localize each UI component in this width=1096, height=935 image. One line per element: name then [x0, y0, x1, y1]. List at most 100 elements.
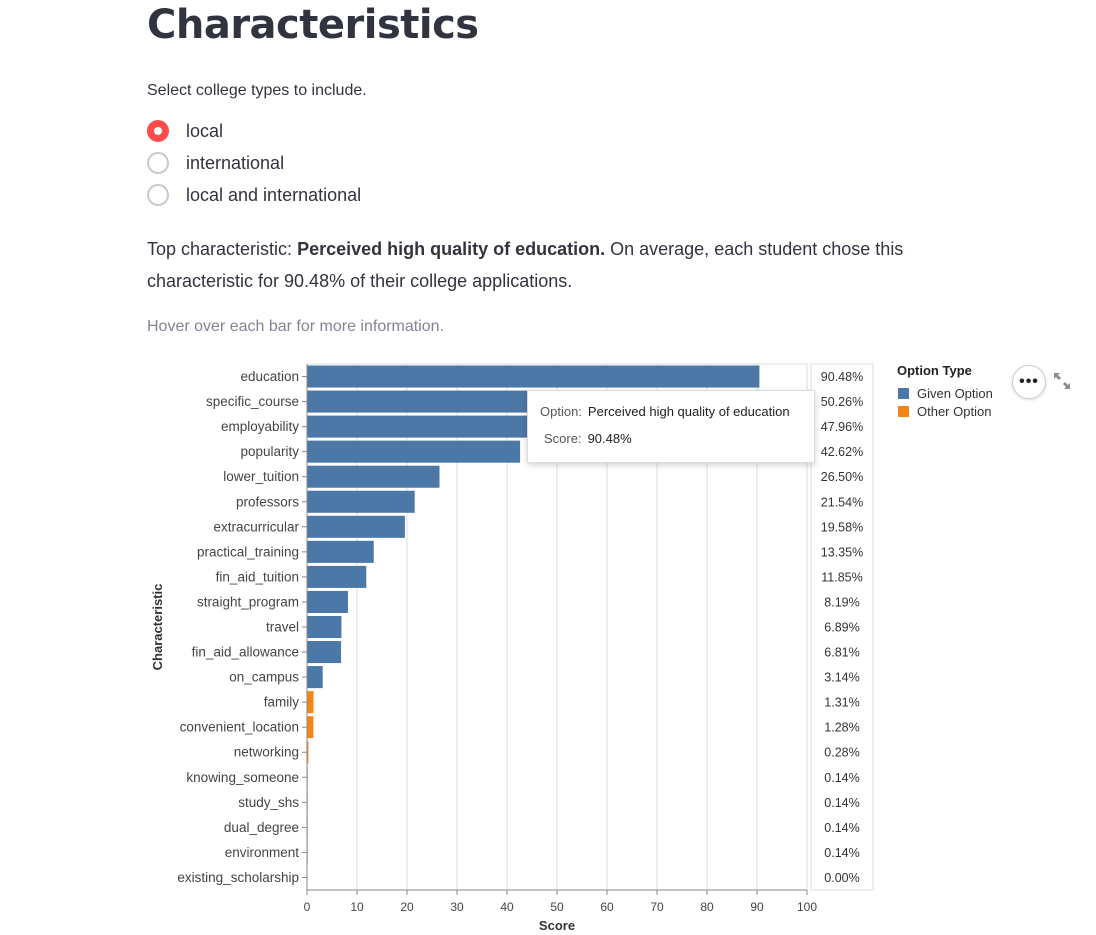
radio-unchecked-icon[interactable] — [147, 184, 169, 206]
bar-employability[interactable] — [307, 415, 547, 438]
value-label: 11.85% — [821, 570, 862, 584]
y-tick-label: fin_aid_allowance — [192, 645, 299, 660]
x-tick-label: 100 — [797, 900, 817, 914]
legend-swatch — [898, 388, 909, 399]
bar-popularity[interactable] — [307, 440, 521, 463]
page-title: Characteristics — [147, 2, 479, 48]
y-tick-label: existing_scholarship — [177, 870, 299, 885]
x-tick-label: 50 — [550, 900, 564, 914]
value-label: 0.14% — [824, 796, 859, 810]
y-tick-label: fin_aid_tuition — [216, 569, 299, 584]
value-label: 42.62% — [821, 445, 863, 459]
y-tick-label: professors — [236, 494, 299, 509]
bar-professors[interactable] — [307, 490, 415, 513]
tooltip-score-row: Score: 90.48% — [544, 431, 632, 446]
value-label: 21.54% — [821, 495, 863, 509]
value-label: 8.19% — [824, 595, 859, 609]
tooltip-score-value: 90.48% — [587, 431, 632, 446]
radio-option-international[interactable]: international — [147, 149, 284, 177]
bar-specific_course[interactable] — [307, 390, 559, 413]
tooltip-score-key: Score: — [544, 431, 582, 446]
value-label: 13.35% — [821, 545, 863, 559]
value-label: 0.28% — [824, 746, 859, 760]
value-label: 0.00% — [824, 871, 859, 885]
legend-item-other-option[interactable]: Other Option — [898, 404, 991, 419]
bar-practical_training[interactable] — [307, 540, 374, 563]
tooltip-option-value: Perceived high quality of education — [587, 404, 790, 419]
y-tick-label: environment — [225, 845, 300, 860]
tooltip-option-row: Option: Perceived high quality of educati… — [540, 404, 790, 419]
y-tick-label: convenient_location — [180, 720, 299, 735]
legend-item-given-option[interactable]: Given Option — [898, 386, 993, 401]
bar-lower_tuition[interactable] — [307, 465, 440, 488]
value-label: 19.58% — [821, 520, 863, 534]
bar-fin_aid_tuition[interactable] — [307, 565, 367, 588]
bar-on_campus[interactable] — [307, 666, 323, 689]
legend-title: Option Type — [897, 363, 972, 378]
top-characteristic-summary: Top characteristic: Perceived high quali… — [147, 233, 947, 297]
radio-group-label: Select college types to include. — [147, 82, 367, 99]
y-axis-title: Characteristic — [150, 584, 165, 671]
summary-top-characteristic: Perceived high quality of education. — [297, 239, 606, 259]
bar-education[interactable] — [307, 365, 760, 388]
value-label: 3.14% — [824, 671, 859, 685]
bar-straight_program[interactable] — [307, 590, 348, 613]
radio-checked-icon[interactable] — [147, 120, 169, 142]
expand-icon[interactable] — [1052, 371, 1072, 391]
x-tick-label: 30 — [450, 900, 464, 914]
summary-prefix: Top characteristic: — [147, 239, 298, 259]
y-tick-label: dual_degree — [224, 820, 299, 835]
y-tick-label: travel — [266, 620, 299, 635]
bar-networking[interactable] — [307, 741, 309, 764]
y-tick-label: on_campus — [229, 670, 299, 685]
legend-label: Other Option — [917, 404, 992, 419]
y-tick-label: study_shs — [238, 795, 299, 810]
y-tick-label: popularity — [240, 444, 299, 459]
bar-convenient_location[interactable] — [307, 716, 314, 739]
x-tick-label: 0 — [304, 900, 311, 914]
value-label: 50.26% — [821, 395, 863, 409]
hover-hint: Hover over each bar for more information… — [147, 318, 445, 335]
value-label-frame — [810, 363, 874, 891]
bar-family[interactable] — [307, 691, 314, 714]
summary-suffix: On average, each student chose this char… — [147, 239, 904, 291]
bar-fin_aid_allowance[interactable] — [307, 641, 342, 664]
value-label: 0.14% — [824, 771, 859, 785]
value-label: 90.48% — [821, 370, 863, 384]
value-label: 26.50% — [821, 470, 863, 484]
radio-option-local[interactable]: local — [147, 117, 223, 145]
radio-option-label: local — [186, 120, 224, 141]
y-tick-label: employability — [221, 419, 299, 434]
radio-option-local-and-international[interactable]: local and international — [147, 181, 361, 209]
x-tick-label: 60 — [600, 900, 614, 914]
value-label: 1.28% — [824, 721, 859, 735]
bar-travel[interactable] — [307, 615, 342, 639]
y-tick-label: networking — [234, 745, 299, 760]
x-tick-label: 40 — [500, 900, 514, 914]
legend-swatch — [898, 406, 909, 417]
value-label: 6.81% — [824, 646, 859, 660]
radio-unchecked-icon[interactable] — [147, 152, 169, 174]
x-axis-title: Score — [539, 918, 575, 933]
y-tick-label: education — [240, 369, 299, 384]
x-tick-label: 80 — [700, 900, 714, 914]
value-label: 1.31% — [824, 696, 859, 710]
y-tick-label: specific_course — [206, 394, 299, 409]
ellipsis-icon: ••• — [1019, 373, 1039, 390]
y-tick-label: straight_program — [197, 594, 299, 609]
legend-label: Given Option — [917, 386, 993, 401]
x-tick-label: 70 — [650, 900, 664, 914]
chart-actions-button[interactable]: ••• — [1012, 365, 1046, 399]
y-tick-label: practical_training — [197, 544, 299, 559]
x-tick-label: 90 — [750, 900, 764, 914]
chart-tooltip: Option: Perceived high quality of educati… — [527, 390, 815, 463]
value-label: 47.96% — [821, 420, 863, 434]
value-label: 0.14% — [824, 821, 859, 835]
value-label: 6.89% — [824, 621, 859, 635]
bar-extracurricular[interactable] — [307, 515, 405, 538]
x-tick-label: 20 — [400, 900, 414, 914]
y-tick-label: family — [264, 695, 300, 710]
radio-option-label: local and international — [186, 184, 362, 205]
x-tick-label: 10 — [350, 900, 364, 914]
